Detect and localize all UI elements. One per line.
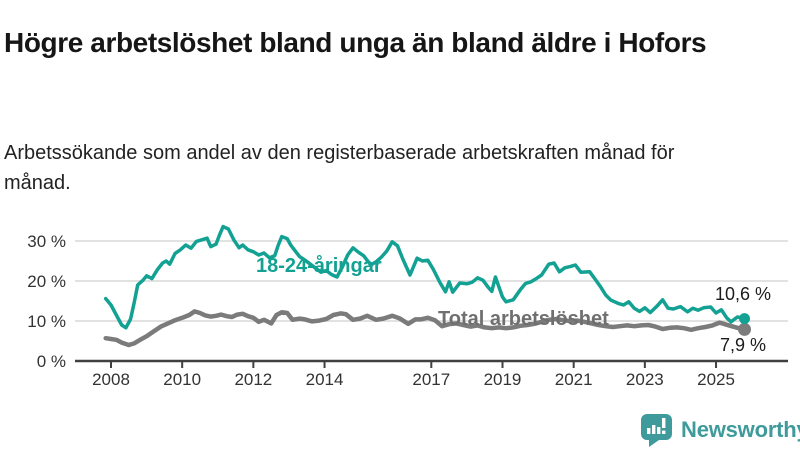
logo-exclamation-dot-icon (662, 430, 666, 434)
series-line-total (103, 309, 747, 348)
page-title: Högre arbetslöshet bland unga än bland ä… (4, 26, 707, 58)
y-axis-tick-label: 20 % (27, 272, 66, 291)
series-label-young: 18-24-åringar (256, 254, 382, 277)
chart-subtitle: Arbetssökande som andel av den registerb… (4, 142, 675, 194)
x-axis-tick-label: 2017 (412, 370, 450, 389)
series-end-value-young: 10,6 % (715, 284, 771, 304)
x-axis-tick-label: 2010 (163, 370, 201, 389)
x-axis-tick-label: 2023 (626, 370, 664, 389)
logo-bar-icon (647, 428, 651, 434)
logo-bar-icon (652, 425, 656, 434)
x-axis-tick-label: 2021 (555, 370, 593, 389)
x-axis-tick-label: 2014 (306, 370, 344, 389)
y-axis-tick-label: 30 % (27, 232, 66, 251)
series-end-dot-total (738, 322, 752, 336)
x-axis-tick-label: 2012 (234, 370, 272, 389)
series-end-dot-young (739, 313, 751, 325)
logo-exclamation-icon (662, 418, 666, 428)
newsworthy-logo-icon (641, 414, 672, 447)
x-axis-tick-label: 2025 (697, 370, 735, 389)
series-end-value-total: 7,9 % (720, 335, 766, 355)
x-axis-tick-label: 2008 (92, 370, 130, 389)
logo-bar-icon (657, 427, 661, 434)
series-label-total: Total arbetslöshet (438, 308, 609, 330)
brand-name: Newsworthy (681, 417, 800, 442)
y-axis-tick-label: 10 % (27, 312, 66, 331)
series-line-young (103, 224, 747, 330)
y-axis-tick-label: 0 % (37, 352, 66, 371)
newsworthy-brand: Newsworthy (640, 413, 800, 447)
x-axis-tick-label: 2019 (484, 370, 522, 389)
